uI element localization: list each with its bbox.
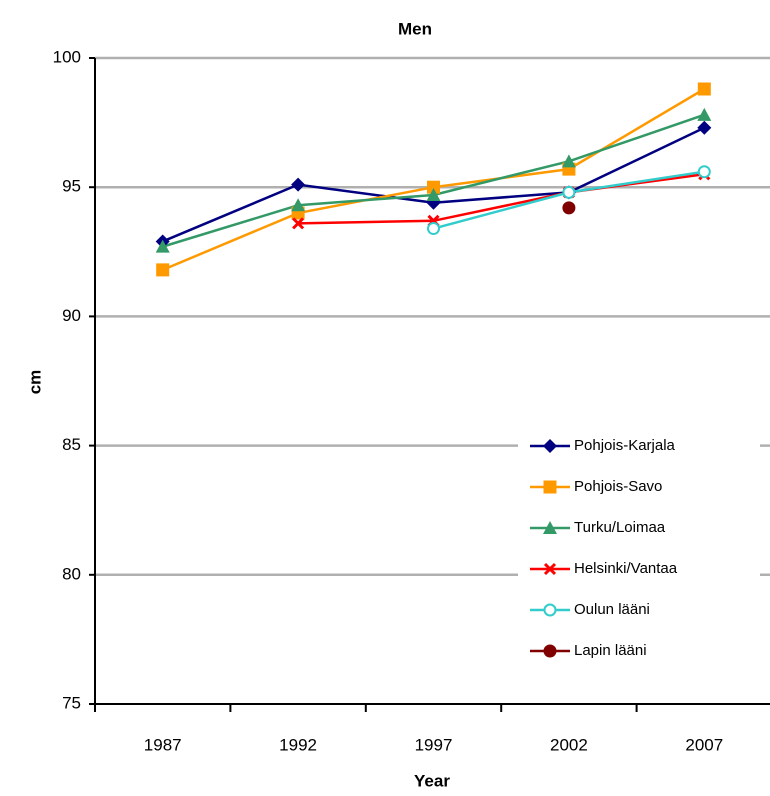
marker [543,480,557,494]
legend-label: Pohjois-Savo [574,478,662,495]
x-axis-label: Year [414,771,450,790]
marker [561,154,576,168]
marker [697,107,712,121]
marker [697,165,711,179]
marker [427,180,440,194]
legend-label: Turku/Loimaa [574,519,666,536]
series-line [298,173,705,225]
marker [543,521,557,534]
y-tick-label: 90 [62,306,81,325]
y-tick-label: 85 [62,435,81,454]
marker [543,562,557,576]
marker [426,187,441,201]
marker [697,82,711,96]
y-tick-label: 75 [62,693,81,712]
marker [291,198,306,212]
marker [292,217,305,230]
x-tick-label: 1987 [144,735,182,754]
marker [562,201,576,215]
x-tick-label: 2007 [685,735,723,754]
chart-title: Men [398,19,432,38]
marker [155,239,170,253]
x-tick-label: 1997 [415,735,453,754]
legend-label: Oulun lääni [574,601,650,618]
y-tick-label: 95 [62,177,81,196]
y-tick-label: 80 [62,564,81,583]
marker [562,185,576,199]
marker [543,644,557,658]
x-tick-label: 1992 [279,735,317,754]
marker [697,120,712,135]
x-tick-label: 2002 [550,735,588,754]
legend-label: Helsinki/Vantaa [574,560,678,577]
legend-label: Pohjois-Karjala [574,437,676,454]
legend-label: Lapin lääni [574,642,647,659]
marker [543,439,557,453]
marker [291,177,306,192]
legend: Pohjois-Karjala Pohjois-Savo Turku/Loimaa H… [518,430,760,684]
y-tick-label: 100 [53,47,81,66]
marker [156,263,170,277]
legend-box [518,430,760,684]
y-axis-label: cm [25,370,44,395]
marker [543,603,557,617]
marker [427,222,440,236]
series-line [162,87,705,272]
